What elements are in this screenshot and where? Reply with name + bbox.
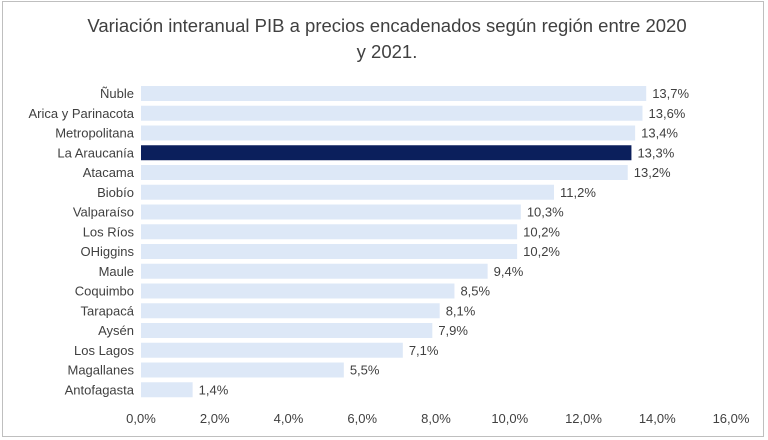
x-tick-label: 6,0% bbox=[347, 411, 377, 426]
category-label: La Araucanía bbox=[57, 145, 134, 160]
bar-2 bbox=[141, 125, 636, 141]
category-label: Antofagasta bbox=[65, 382, 135, 397]
bar-13 bbox=[141, 342, 403, 358]
bars bbox=[141, 86, 647, 398]
x-axis-tick-labels: 0,0% 2,0% 4,0% 6,0% 8,0% 10,0% 12,0% 14,0% 16,0% bbox=[126, 411, 750, 426]
data-labels: 13,7% 13,6% 13,4% 13,3% 13,2% 11,2% 10,3% 10,2%… bbox=[199, 86, 690, 397]
data-label: 1,4% bbox=[199, 382, 229, 397]
bar-12 bbox=[141, 323, 433, 338]
category-label: Arica y Parinacota bbox=[29, 106, 135, 121]
data-label: 5,5% bbox=[350, 363, 380, 378]
bar-5 bbox=[141, 184, 554, 200]
bar-11 bbox=[141, 303, 440, 319]
data-label: 11,2% bbox=[560, 185, 596, 200]
data-label: 10,2% bbox=[523, 224, 560, 239]
data-label: 7,1% bbox=[409, 343, 439, 358]
x-tick-label: 16,0% bbox=[713, 411, 750, 426]
bar-0 bbox=[141, 86, 647, 101]
category-label: Ñuble bbox=[100, 86, 134, 101]
bar-6 bbox=[141, 204, 521, 220]
category-label: Tarapacá bbox=[81, 303, 135, 318]
chart-title-line-2: y 2021. bbox=[357, 41, 418, 62]
data-label: 13,7% bbox=[652, 86, 689, 101]
category-label: Los Ríos bbox=[83, 224, 135, 239]
bar-1 bbox=[141, 105, 643, 121]
data-label: 13,2% bbox=[634, 165, 671, 180]
data-label: 13,3% bbox=[637, 145, 674, 160]
bar-3 bbox=[141, 145, 632, 161]
x-tick-label: 14,0% bbox=[639, 411, 676, 426]
bar-15 bbox=[141, 382, 193, 398]
category-label: Maule bbox=[99, 264, 134, 279]
category-label: Valparaíso bbox=[73, 205, 134, 220]
x-tick-label: 12,0% bbox=[565, 411, 602, 426]
bar-9 bbox=[141, 263, 488, 279]
x-tick-label: 2,0% bbox=[200, 411, 230, 426]
x-tick-label: 8,0% bbox=[421, 411, 451, 426]
chart-title: Variación interanual PIB a precios encad… bbox=[87, 15, 686, 62]
category-label: OHiggins bbox=[81, 244, 135, 259]
data-label: 9,4% bbox=[494, 264, 524, 279]
data-label: 10,3% bbox=[527, 205, 564, 220]
category-label: Metropolitana bbox=[55, 126, 135, 141]
x-tick-label: 4,0% bbox=[274, 411, 304, 426]
bar-14 bbox=[141, 362, 344, 378]
category-label: Biobío bbox=[97, 185, 134, 200]
x-tick-label: 0,0% bbox=[126, 411, 156, 426]
category-label: Los Lagos bbox=[74, 343, 134, 358]
bar-10 bbox=[141, 283, 455, 299]
bar-4 bbox=[141, 165, 628, 180]
x-tick-label: 10,0% bbox=[491, 411, 528, 426]
category-label: Coquimbo bbox=[75, 284, 134, 299]
data-label: 8,1% bbox=[446, 303, 476, 318]
bar-7 bbox=[141, 224, 518, 240]
data-label: 13,6% bbox=[649, 106, 686, 121]
data-label: 10,2% bbox=[523, 244, 560, 259]
category-label: Aysén bbox=[98, 323, 134, 338]
data-label: 13,4% bbox=[641, 126, 678, 141]
category-labels: Ñuble Arica y Parinacota Metropolitana La A… bbox=[29, 86, 135, 397]
chart-title-line-1: Variación interanual PIB a precios encad… bbox=[87, 15, 686, 36]
category-label: Atacama bbox=[83, 165, 135, 180]
bar-8 bbox=[141, 244, 518, 259]
data-label: 8,5% bbox=[460, 284, 490, 299]
data-label: 7,9% bbox=[438, 323, 468, 338]
category-label: Magallanes bbox=[68, 363, 135, 378]
